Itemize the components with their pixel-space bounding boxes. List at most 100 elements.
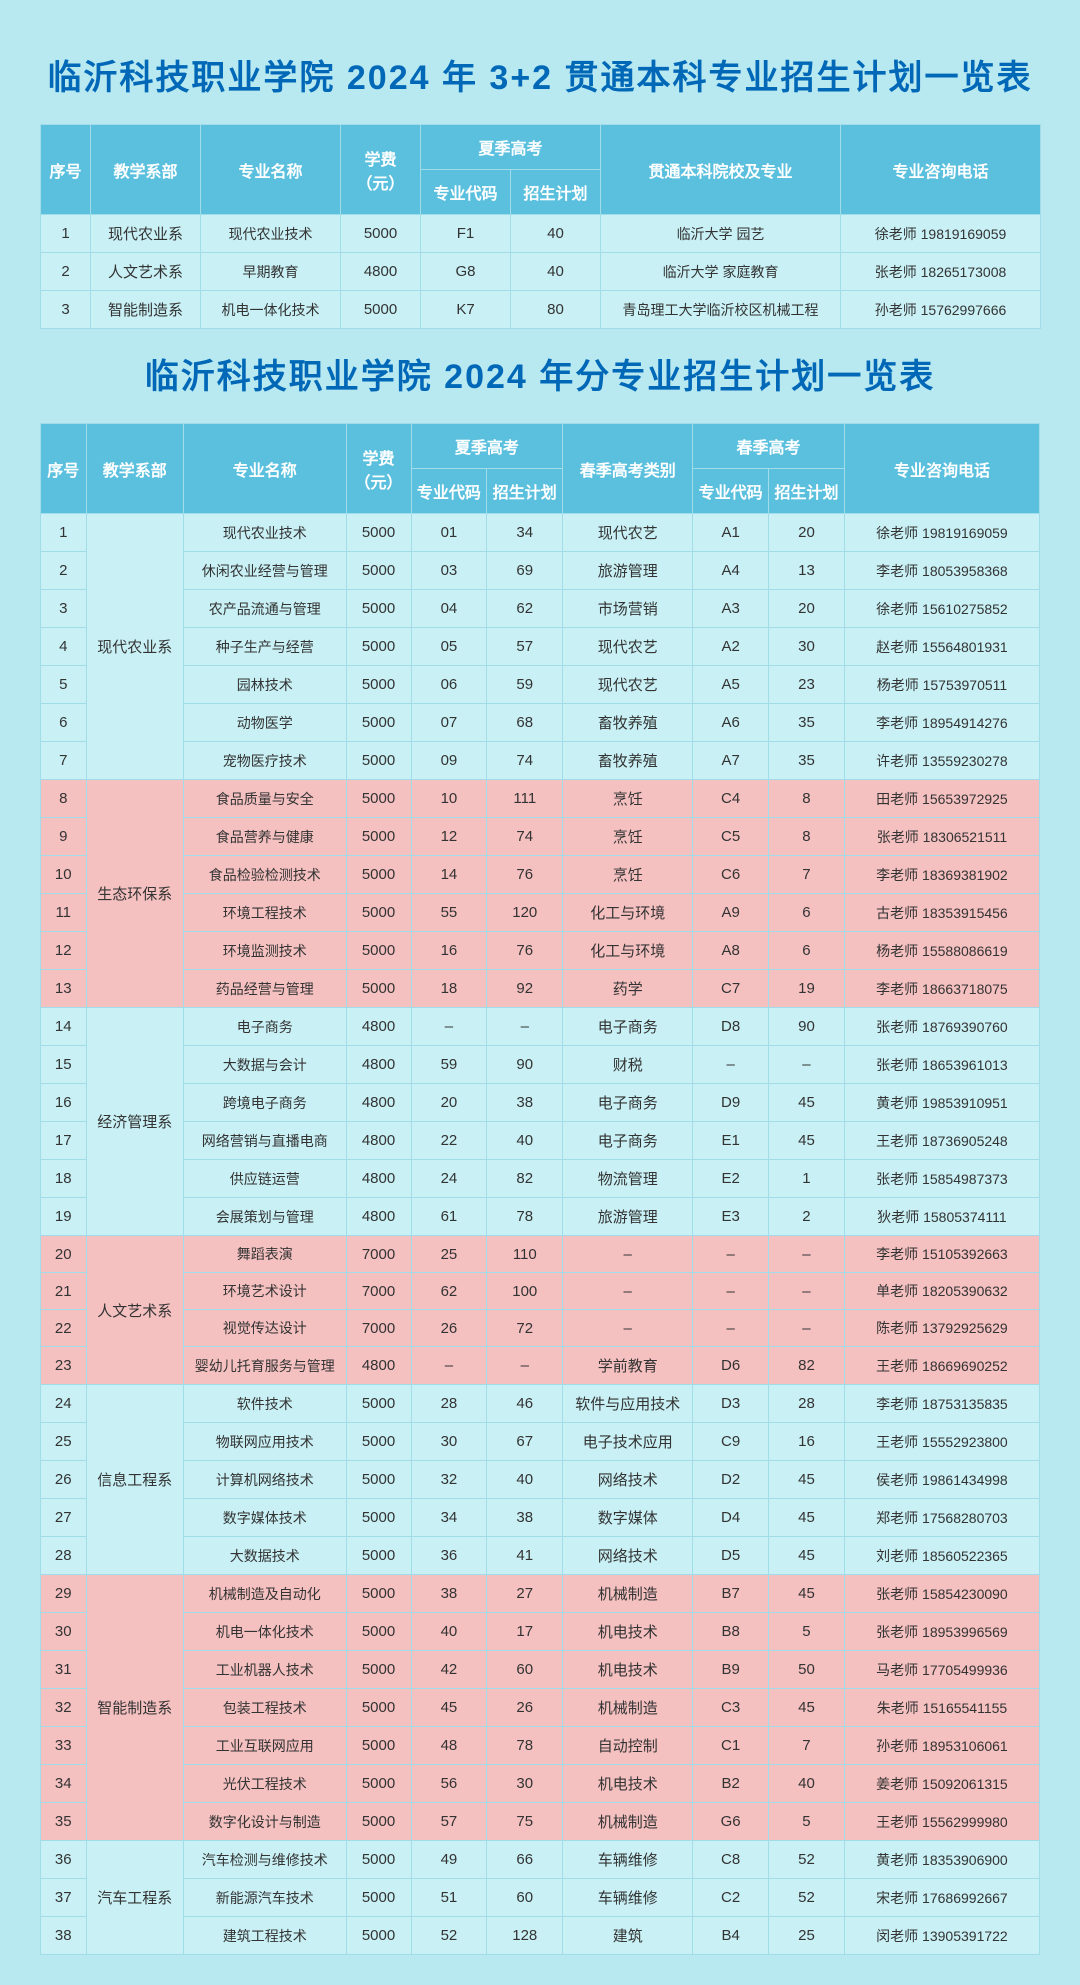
cell-splan: 76 bbox=[487, 932, 563, 970]
cell-cat: 机械制造 bbox=[563, 1575, 693, 1613]
cell-pcode: D9 bbox=[693, 1084, 769, 1122]
cell-fee: 5000 bbox=[346, 704, 411, 742]
cell-pcode: B9 bbox=[693, 1651, 769, 1689]
cell-major: 会展策划与管理 bbox=[184, 1198, 347, 1236]
cell-phone: 朱老师 15165541155 bbox=[844, 1689, 1039, 1727]
cell-fee: 5000 bbox=[346, 780, 411, 818]
cell-major: 环境工程技术 bbox=[184, 894, 347, 932]
cell-scode: 04 bbox=[411, 590, 487, 628]
table-row: 37新能源汽车技术50005160车辆维修C252宋老师 17686992667 bbox=[41, 1879, 1040, 1917]
cell-major: 食品检验检测技术 bbox=[184, 856, 347, 894]
cell-cat: 现代农艺 bbox=[563, 514, 693, 552]
cell-phone: 王老师 15562999980 bbox=[844, 1803, 1039, 1841]
cell-cat: 电子商务 bbox=[563, 1008, 693, 1046]
cell-cat: 烹饪 bbox=[563, 856, 693, 894]
cell-scode: 12 bbox=[411, 818, 487, 856]
th-target: 贯通本科院校及专业 bbox=[601, 125, 841, 215]
cell-pplan: 35 bbox=[769, 742, 845, 780]
cell-splan: 120 bbox=[487, 894, 563, 932]
table-row: 2人文艺术系早期教育4800G840临沂大学 家庭教育张老师 182651730… bbox=[41, 253, 1041, 291]
cell-pplan: 7 bbox=[769, 1727, 845, 1765]
cell-cat: 物流管理 bbox=[563, 1160, 693, 1198]
cell-phone: 张老师 15854987373 bbox=[844, 1160, 1039, 1198]
cell-idx: 19 bbox=[41, 1198, 87, 1236]
cell-splan: 57 bbox=[487, 628, 563, 666]
cell-idx: 36 bbox=[41, 1841, 87, 1879]
table-row: 21环境艺术设计700062100–––单老师 18205390632 bbox=[41, 1273, 1040, 1310]
cell-scode: 05 bbox=[411, 628, 487, 666]
cell-fee: 5000 bbox=[346, 628, 411, 666]
cell-pcode: A5 bbox=[693, 666, 769, 704]
cell-cat: 网络技术 bbox=[563, 1537, 693, 1575]
cell-phone: 张老师 18953996569 bbox=[844, 1613, 1039, 1651]
cell-dept: 汽车工程系 bbox=[86, 1841, 184, 1955]
cell-phone: 孙老师 15762997666 bbox=[841, 291, 1041, 329]
cell-scode: 25 bbox=[411, 1236, 487, 1273]
cell-idx: 17 bbox=[41, 1122, 87, 1160]
cell-pplan: 52 bbox=[769, 1879, 845, 1917]
cell-pplan: 40 bbox=[769, 1765, 845, 1803]
cell-pcode: D5 bbox=[693, 1537, 769, 1575]
cell-fee: 5000 bbox=[346, 1803, 411, 1841]
cell-scode: 52 bbox=[411, 1917, 487, 1955]
cell-phone: 黄老师 18353906900 bbox=[844, 1841, 1039, 1879]
th-code: 专业代码 bbox=[421, 170, 511, 215]
table-row: 24信息工程系软件技术50002846软件与应用技术D328李老师 187531… bbox=[41, 1385, 1040, 1423]
cell-splan: 59 bbox=[487, 666, 563, 704]
cell-fee: 5000 bbox=[346, 856, 411, 894]
th-summer: 夏季高考 bbox=[421, 125, 601, 170]
cell-major: 机电一体化技术 bbox=[201, 291, 341, 329]
cell-major: 光伏工程技术 bbox=[184, 1765, 347, 1803]
cell-splan: 100 bbox=[487, 1273, 563, 1310]
cell-major: 物联网应用技术 bbox=[184, 1423, 347, 1461]
cell-phone: 杨老师 15753970511 bbox=[844, 666, 1039, 704]
cell-fee: 5000 bbox=[346, 552, 411, 590]
cell-scode: 07 bbox=[411, 704, 487, 742]
cell-phone: 陈老师 13792925629 bbox=[844, 1310, 1039, 1347]
cell-splan: 75 bbox=[487, 1803, 563, 1841]
th-idx: 序号 bbox=[41, 125, 91, 215]
cell-pcode: – bbox=[693, 1310, 769, 1347]
cell-fee: 5000 bbox=[346, 1765, 411, 1803]
cell-cat: 烹饪 bbox=[563, 780, 693, 818]
cell-fee: 4800 bbox=[346, 1347, 411, 1385]
cell-cat: 机电技术 bbox=[563, 1651, 693, 1689]
cell-idx: 20 bbox=[41, 1236, 87, 1273]
cell-major: 数字媒体技术 bbox=[184, 1499, 347, 1537]
cell-pplan: 30 bbox=[769, 628, 845, 666]
cell-phone: 李老师 18954914276 bbox=[844, 704, 1039, 742]
cell-fee: 5000 bbox=[341, 291, 421, 329]
cell-cat: 电子商务 bbox=[563, 1122, 693, 1160]
cell-splan: 46 bbox=[487, 1385, 563, 1423]
cell-pplan: 5 bbox=[769, 1613, 845, 1651]
cell-dept: 现代农业系 bbox=[86, 514, 184, 780]
table-row: 34光伏工程技术50005630机电技术B240姜老师 15092061315 bbox=[41, 1765, 1040, 1803]
cell-major: 舞蹈表演 bbox=[184, 1236, 347, 1273]
cell-pplan: 20 bbox=[769, 590, 845, 628]
cell-pcode: D3 bbox=[693, 1385, 769, 1423]
cell-splan: 27 bbox=[487, 1575, 563, 1613]
cell-pcode: C4 bbox=[693, 780, 769, 818]
cell-pplan: 19 bbox=[769, 970, 845, 1008]
cell-idx: 15 bbox=[41, 1046, 87, 1084]
cell-dept: 生态环保系 bbox=[86, 780, 184, 1008]
cell-pplan: 13 bbox=[769, 552, 845, 590]
cell-pcode: A8 bbox=[693, 932, 769, 970]
cell-fee: 5000 bbox=[346, 1841, 411, 1879]
cell-major: 软件技术 bbox=[184, 1385, 347, 1423]
cell-cat: 机电技术 bbox=[563, 1613, 693, 1651]
table-row: 9食品营养与健康50001274烹饪C58张老师 18306521511 bbox=[41, 818, 1040, 856]
cell-pcode: A6 bbox=[693, 704, 769, 742]
cell-phone: 孙老师 18953106061 bbox=[844, 1727, 1039, 1765]
cell-pcode: – bbox=[693, 1236, 769, 1273]
cell-phone: 王老师 15552923800 bbox=[844, 1423, 1039, 1461]
cell-idx: 16 bbox=[41, 1084, 87, 1122]
cell-cat: 车辆维修 bbox=[563, 1841, 693, 1879]
cell-idx: 10 bbox=[41, 856, 87, 894]
cell-pplan: 7 bbox=[769, 856, 845, 894]
cell-pplan: – bbox=[769, 1046, 845, 1084]
cell-major: 汽车检测与维修技术 bbox=[184, 1841, 347, 1879]
cell-major: 工业机器人技术 bbox=[184, 1651, 347, 1689]
cell-pcode: A2 bbox=[693, 628, 769, 666]
cell-splan: 68 bbox=[487, 704, 563, 742]
